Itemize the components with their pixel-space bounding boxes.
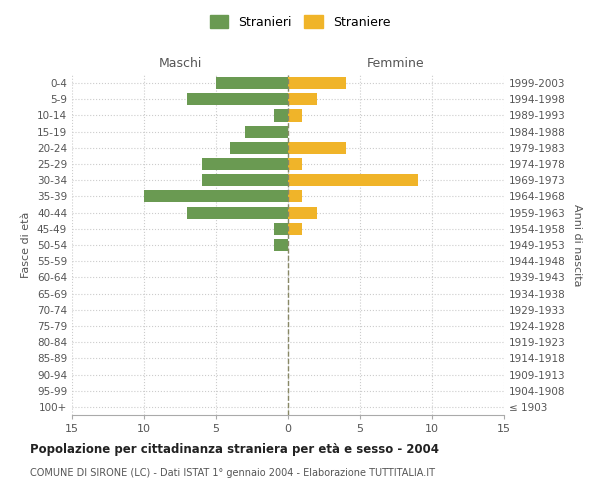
Bar: [288, 190, 302, 202]
Bar: [288, 110, 302, 122]
Bar: [216, 77, 288, 89]
Bar: [202, 174, 288, 186]
Bar: [245, 126, 288, 138]
Bar: [144, 190, 288, 202]
Bar: [274, 110, 288, 122]
Bar: [274, 239, 288, 251]
Bar: [288, 174, 418, 186]
Bar: [288, 206, 317, 218]
Bar: [288, 158, 302, 170]
Y-axis label: Anni di nascita: Anni di nascita: [572, 204, 582, 286]
Bar: [288, 93, 317, 106]
Bar: [288, 142, 346, 154]
Text: Femmine: Femmine: [367, 57, 425, 70]
Bar: [202, 158, 288, 170]
Text: COMUNE DI SIRONE (LC) - Dati ISTAT 1° gennaio 2004 - Elaborazione TUTTITALIA.IT: COMUNE DI SIRONE (LC) - Dati ISTAT 1° ge…: [30, 468, 435, 477]
Legend: Stranieri, Straniere: Stranieri, Straniere: [206, 11, 394, 32]
Y-axis label: Fasce di età: Fasce di età: [22, 212, 31, 278]
Bar: [230, 142, 288, 154]
Bar: [187, 93, 288, 106]
Bar: [288, 222, 302, 235]
Text: Popolazione per cittadinanza straniera per età e sesso - 2004: Popolazione per cittadinanza straniera p…: [30, 442, 439, 456]
Text: Maschi: Maschi: [158, 57, 202, 70]
Bar: [274, 222, 288, 235]
Bar: [187, 206, 288, 218]
Bar: [288, 77, 346, 89]
